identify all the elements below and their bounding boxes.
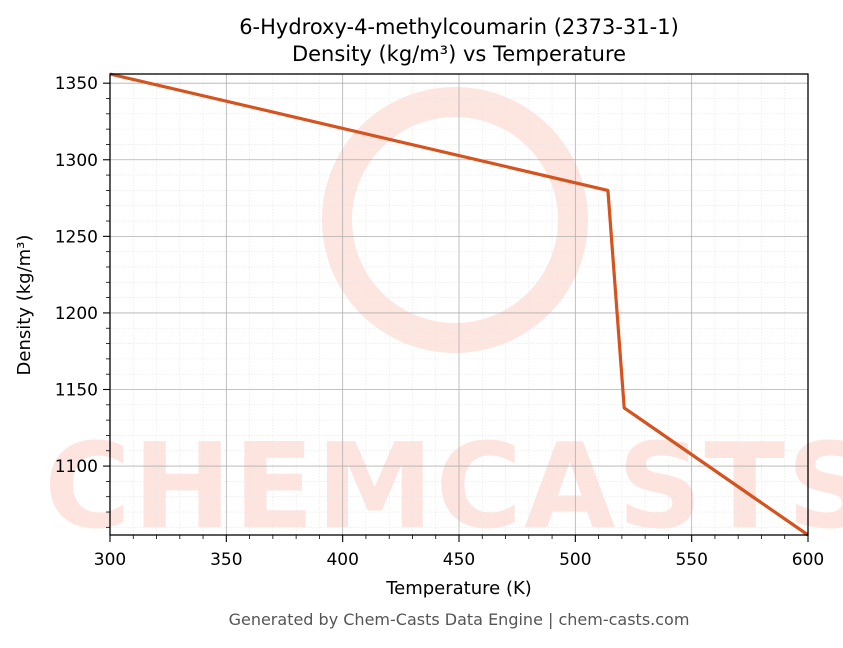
x-tick-label: 600 xyxy=(792,550,824,570)
watermark-ring xyxy=(322,87,588,353)
x-tick-label: 500 xyxy=(559,550,591,570)
footer-credit: Generated by Chem-Casts Data Engine | ch… xyxy=(229,610,690,629)
y-tick-label: 1250 xyxy=(55,227,98,247)
x-tick-label: 450 xyxy=(443,550,475,570)
series-layer xyxy=(109,72,809,537)
watermark-logo: CHEMCASTS xyxy=(44,87,843,555)
x-tick-label: 300 xyxy=(94,550,126,570)
x-tick-label: 400 xyxy=(326,550,358,570)
density-line xyxy=(109,72,809,537)
x-tick-label: 550 xyxy=(675,550,707,570)
watermark-text: CHEMCASTS xyxy=(44,417,843,555)
chart-title-line1: 6-Hydroxy-4-methylcoumarin (2373-31-1) xyxy=(239,15,679,39)
y-tick-label: 1150 xyxy=(55,381,98,401)
y-tick-label: 1200 xyxy=(55,304,98,324)
chart-title-line2: Density (kg/m³) vs Temperature xyxy=(292,42,626,66)
y-tick-label: 1350 xyxy=(55,74,98,94)
x-tick-label: 350 xyxy=(210,550,242,570)
axis-ticks: 300 350 400 450 500 550 600 1100 1150 1200 1250 130… xyxy=(55,74,824,570)
y-tick-label: 1100 xyxy=(55,457,98,477)
y-tick-label: 1300 xyxy=(55,151,98,171)
x-axis-label: Temperature (K) xyxy=(385,578,532,599)
y-axis-label: Density (kg/m³) xyxy=(14,235,35,376)
major-grid xyxy=(109,74,809,535)
